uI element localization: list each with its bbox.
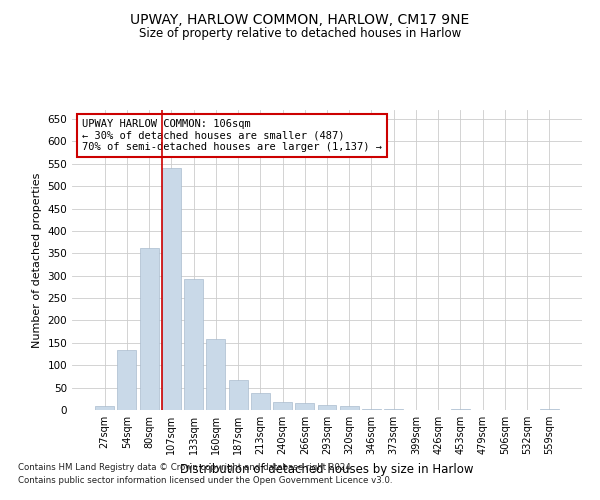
Y-axis label: Number of detached properties: Number of detached properties (32, 172, 42, 348)
Bar (317, 404, 337, 410)
Text: Contains public sector information licensed under the Open Government Licence v3: Contains public sector information licen… (18, 476, 392, 485)
Text: UPWAY HARLOW COMMON: 106sqm
← 30% of detached houses are smaller (487)
70% of se: UPWAY HARLOW COMMON: 106sqm ← 30% of det… (82, 119, 382, 152)
Bar (362, 408, 381, 410)
Bar (118, 350, 136, 410)
X-axis label: Distribution of detached houses by size in Harlow: Distribution of detached houses by size … (180, 462, 474, 475)
Bar (251, 393, 270, 410)
Bar (95, 406, 114, 410)
Bar (184, 280, 203, 410)
Text: Contains HM Land Registry data © Crown copyright and database right 2024.: Contains HM Land Registry data © Crown c… (18, 464, 353, 472)
Bar (295, 404, 314, 410)
Bar (140, 248, 158, 410)
Bar (273, 402, 292, 410)
Bar (229, 380, 248, 410)
Text: Size of property relative to detached houses in Harlow: Size of property relative to detached ho… (139, 28, 461, 40)
Bar (206, 340, 225, 410)
Bar (540, 408, 559, 410)
Bar (340, 406, 359, 410)
Bar (162, 168, 181, 410)
Bar (451, 408, 470, 410)
Bar (384, 409, 403, 410)
Text: UPWAY, HARLOW COMMON, HARLOW, CM17 9NE: UPWAY, HARLOW COMMON, HARLOW, CM17 9NE (130, 12, 470, 26)
